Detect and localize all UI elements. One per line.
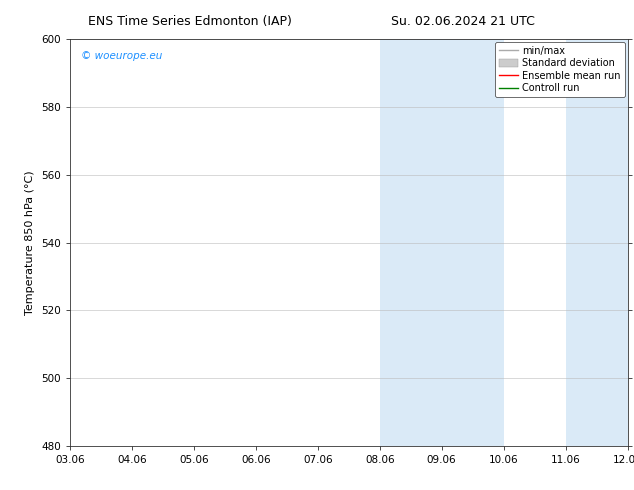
Y-axis label: Temperature 850 hPa (°C): Temperature 850 hPa (°C): [25, 170, 36, 315]
Text: ENS Time Series Edmonton (IAP): ENS Time Series Edmonton (IAP): [88, 15, 292, 28]
Text: © woeurope.eu: © woeurope.eu: [81, 51, 162, 61]
Legend: min/max, Standard deviation, Ensemble mean run, Controll run: min/max, Standard deviation, Ensemble me…: [495, 42, 624, 97]
Bar: [380, 39, 503, 446]
Bar: [566, 39, 634, 446]
Text: Su. 02.06.2024 21 UTC: Su. 02.06.2024 21 UTC: [391, 15, 534, 28]
